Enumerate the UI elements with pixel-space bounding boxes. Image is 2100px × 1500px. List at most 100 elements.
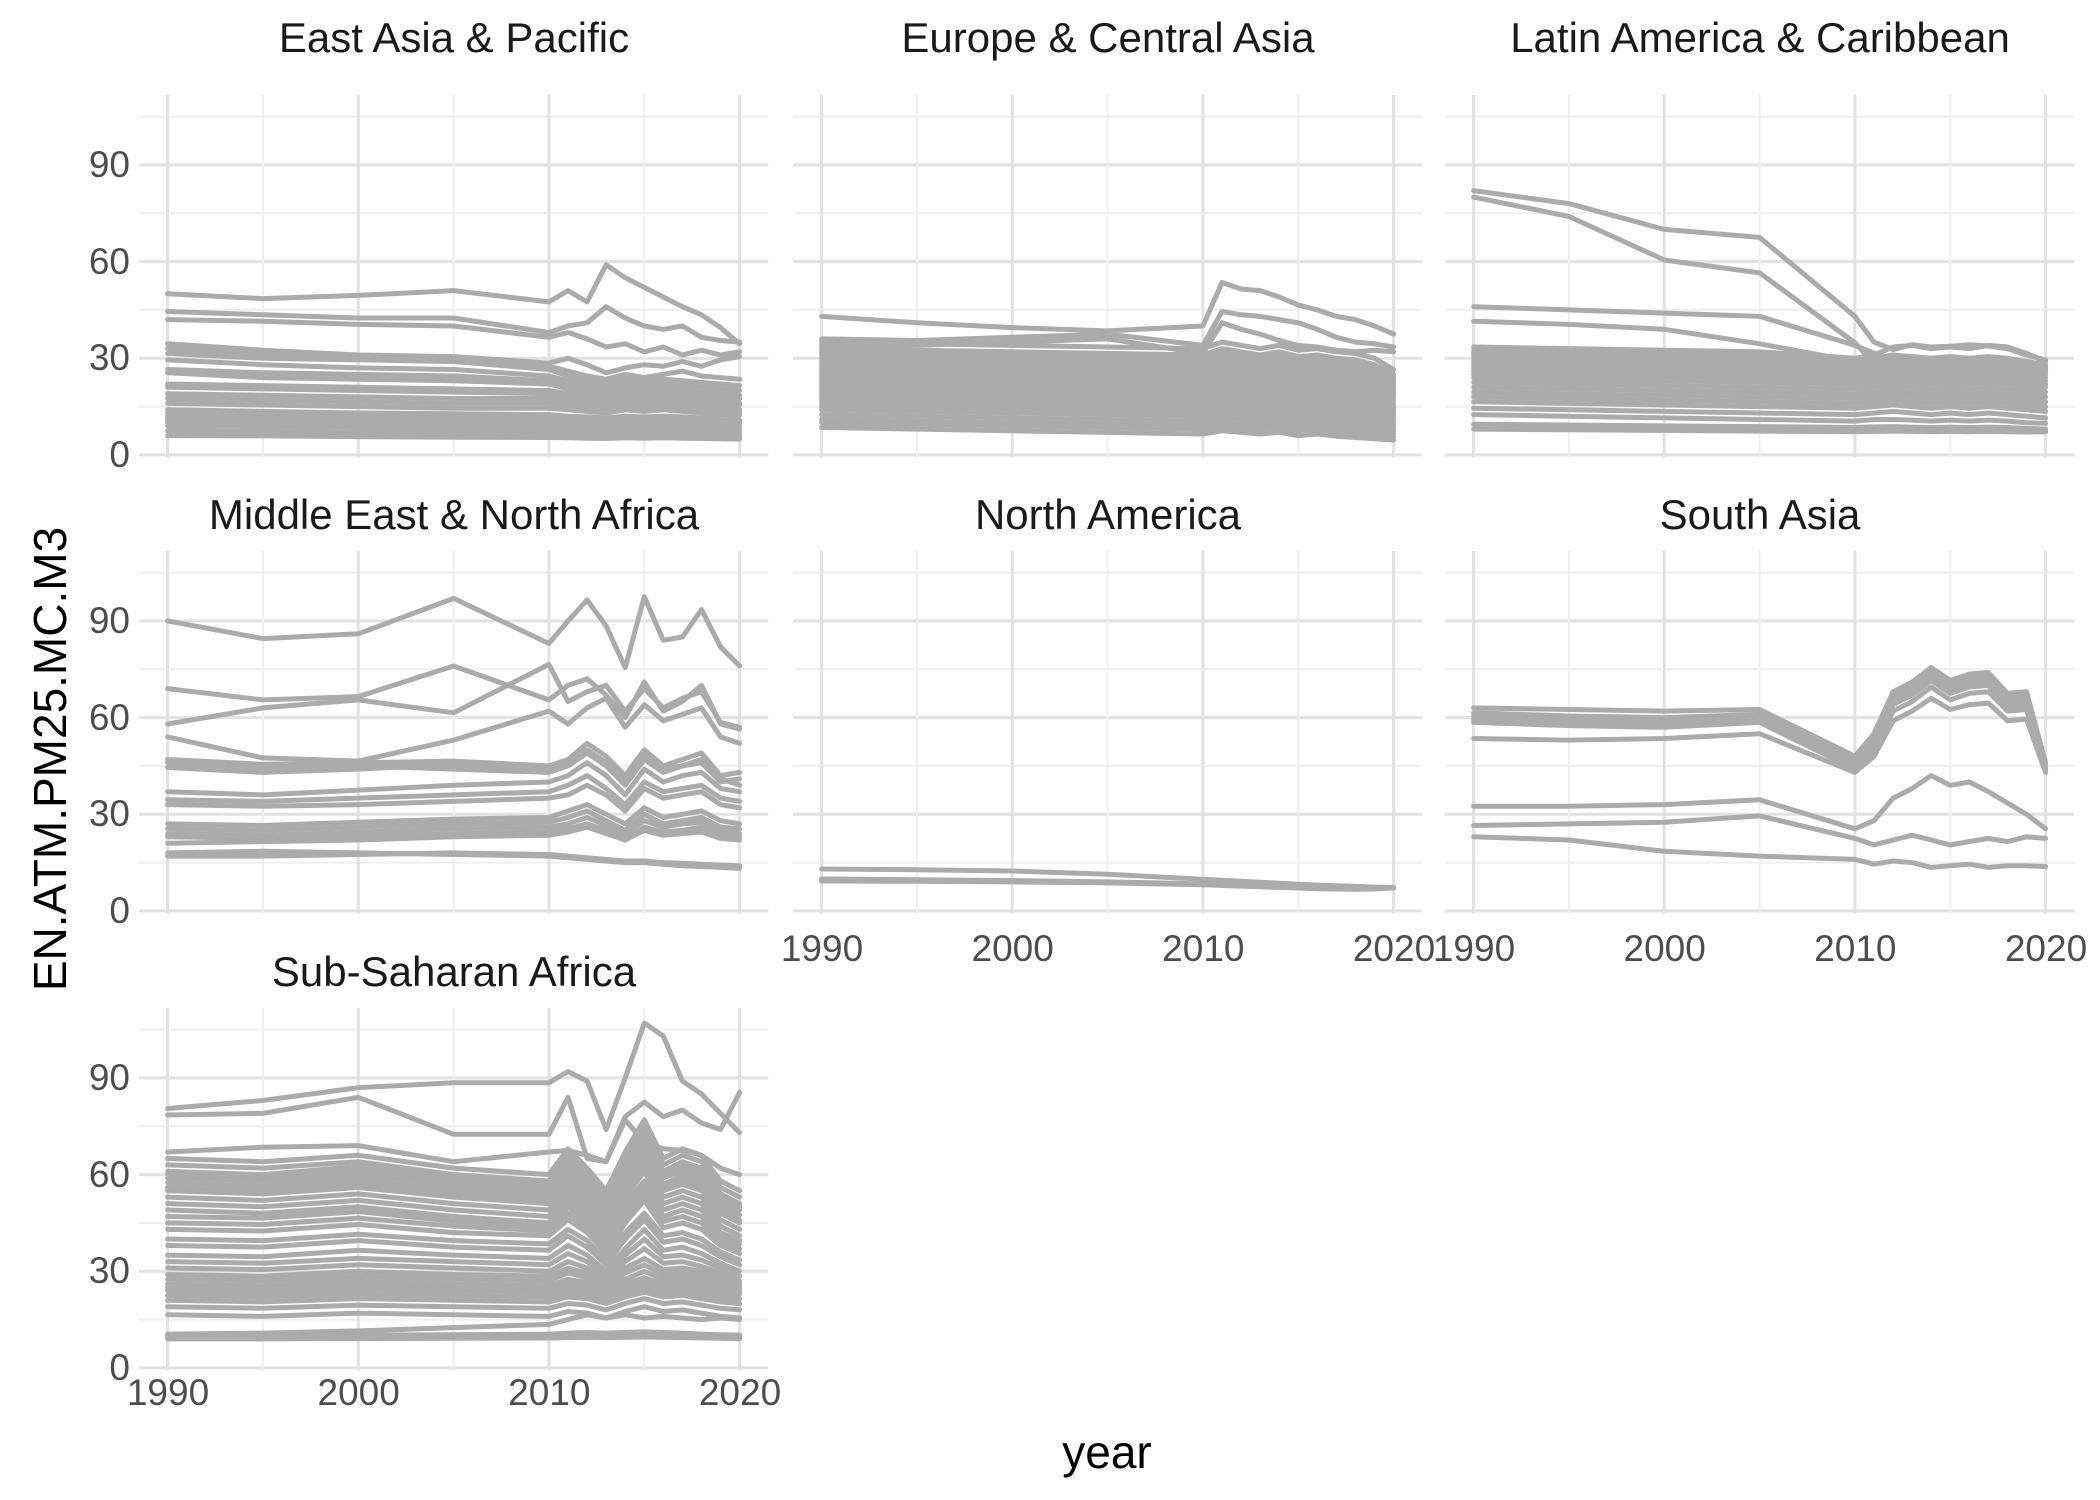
series-line	[165, 1312, 743, 1337]
series-line	[819, 394, 1397, 418]
series-line	[819, 397, 1397, 421]
facet-panel	[139, 95, 769, 458]
series-line	[165, 400, 743, 418]
series-line	[165, 417, 743, 430]
y-tick-label: 0	[109, 1346, 130, 1388]
series-line	[1471, 389, 2049, 405]
series-line	[1471, 684, 2049, 774]
series-line	[165, 747, 743, 788]
facet-panel	[139, 1008, 769, 1371]
x-tick-label: 2010	[1162, 928, 1245, 969]
series-line	[165, 304, 743, 345]
series-line	[1471, 426, 2049, 435]
x-tick-label: 1990	[1432, 928, 1516, 969]
series-line	[165, 1280, 743, 1297]
facet-title: Sub-Saharan Africa	[271, 948, 637, 995]
facet-panel	[139, 551, 769, 914]
series-line	[819, 346, 1397, 377]
series-line	[165, 821, 743, 841]
series-line	[1471, 695, 2049, 775]
series-line	[1471, 421, 2049, 432]
series-line	[165, 661, 743, 730]
series-line	[819, 400, 1397, 424]
series-line	[165, 1236, 743, 1279]
series-line	[1471, 678, 2049, 772]
series-line	[165, 740, 743, 779]
series-line	[165, 1117, 743, 1194]
facet-title: Europe & Central Asia	[901, 14, 1315, 61]
series-line	[1471, 371, 2049, 387]
series-line	[165, 1210, 743, 1263]
series-line	[165, 370, 743, 401]
series-line	[165, 824, 743, 846]
series-line	[165, 663, 743, 732]
series-line	[165, 1020, 743, 1136]
series-line	[165, 346, 743, 382]
series-line	[819, 352, 1397, 384]
series-line	[165, 413, 743, 427]
series-line	[165, 391, 743, 413]
series-line	[165, 1284, 743, 1302]
x-tick-label: 2010	[508, 1372, 591, 1413]
series-line	[1471, 399, 2049, 414]
facet-panel	[1445, 551, 2075, 914]
series-line	[165, 1255, 743, 1287]
series-line	[165, 420, 743, 433]
series-line	[165, 423, 743, 437]
series-line	[819, 375, 1397, 400]
series-line	[165, 1296, 743, 1313]
x-tick-label: 1990	[126, 1372, 210, 1413]
series-line	[1471, 665, 2049, 766]
series-line	[1471, 813, 2049, 848]
x-tick-label: 2020	[2004, 928, 2088, 969]
series-line	[1471, 673, 2049, 770]
series-line	[819, 280, 1397, 337]
y-tick-label: 90	[88, 1056, 130, 1098]
facet-title: Latin America & Caribbean	[1510, 14, 2010, 61]
series-line	[165, 428, 743, 440]
y-tick-label: 90	[88, 143, 130, 185]
series-line	[165, 760, 743, 798]
series-line	[165, 773, 743, 808]
x-tick-label: 1990	[780, 928, 864, 969]
series-line	[165, 1156, 743, 1226]
x-tick-label: 2000	[971, 928, 1054, 969]
facet-title: Middle East & North Africa	[208, 491, 700, 538]
series-line	[165, 1334, 743, 1342]
series-line	[165, 433, 743, 442]
series-line	[1471, 405, 2049, 421]
facet-panel	[1445, 95, 2075, 458]
series-line	[819, 420, 1397, 440]
facet-title: South Asia	[1659, 491, 1861, 538]
series-line	[819, 378, 1397, 403]
series-line	[819, 878, 1397, 892]
series-line	[1471, 359, 2049, 374]
y-tick-label: 60	[88, 696, 130, 738]
series-line	[819, 407, 1397, 430]
series-line	[1471, 834, 2049, 870]
series-line	[165, 396, 743, 416]
series-line	[165, 815, 743, 838]
series-line	[165, 802, 743, 828]
series-line	[165, 367, 743, 398]
series-line	[165, 1197, 743, 1256]
series-line	[819, 388, 1397, 411]
y-tick-label: 90	[88, 599, 130, 641]
series-line	[165, 357, 743, 393]
series-line	[1471, 365, 2049, 381]
facet-panel	[793, 551, 1423, 914]
series-line	[819, 309, 1397, 350]
y-tick-label: 30	[88, 793, 130, 835]
y-tick-label: 60	[88, 1153, 130, 1195]
facet-title: East Asia & Pacific	[278, 14, 630, 61]
series-line	[819, 391, 1397, 414]
x-tick-label: 2000	[317, 1372, 400, 1413]
series-line	[1471, 412, 2049, 426]
series-line	[165, 1217, 743, 1268]
series-line	[165, 1262, 743, 1290]
series-line	[165, 695, 743, 764]
series-line	[819, 371, 1397, 397]
series-line	[1471, 773, 2049, 832]
series-line	[1471, 347, 2049, 368]
